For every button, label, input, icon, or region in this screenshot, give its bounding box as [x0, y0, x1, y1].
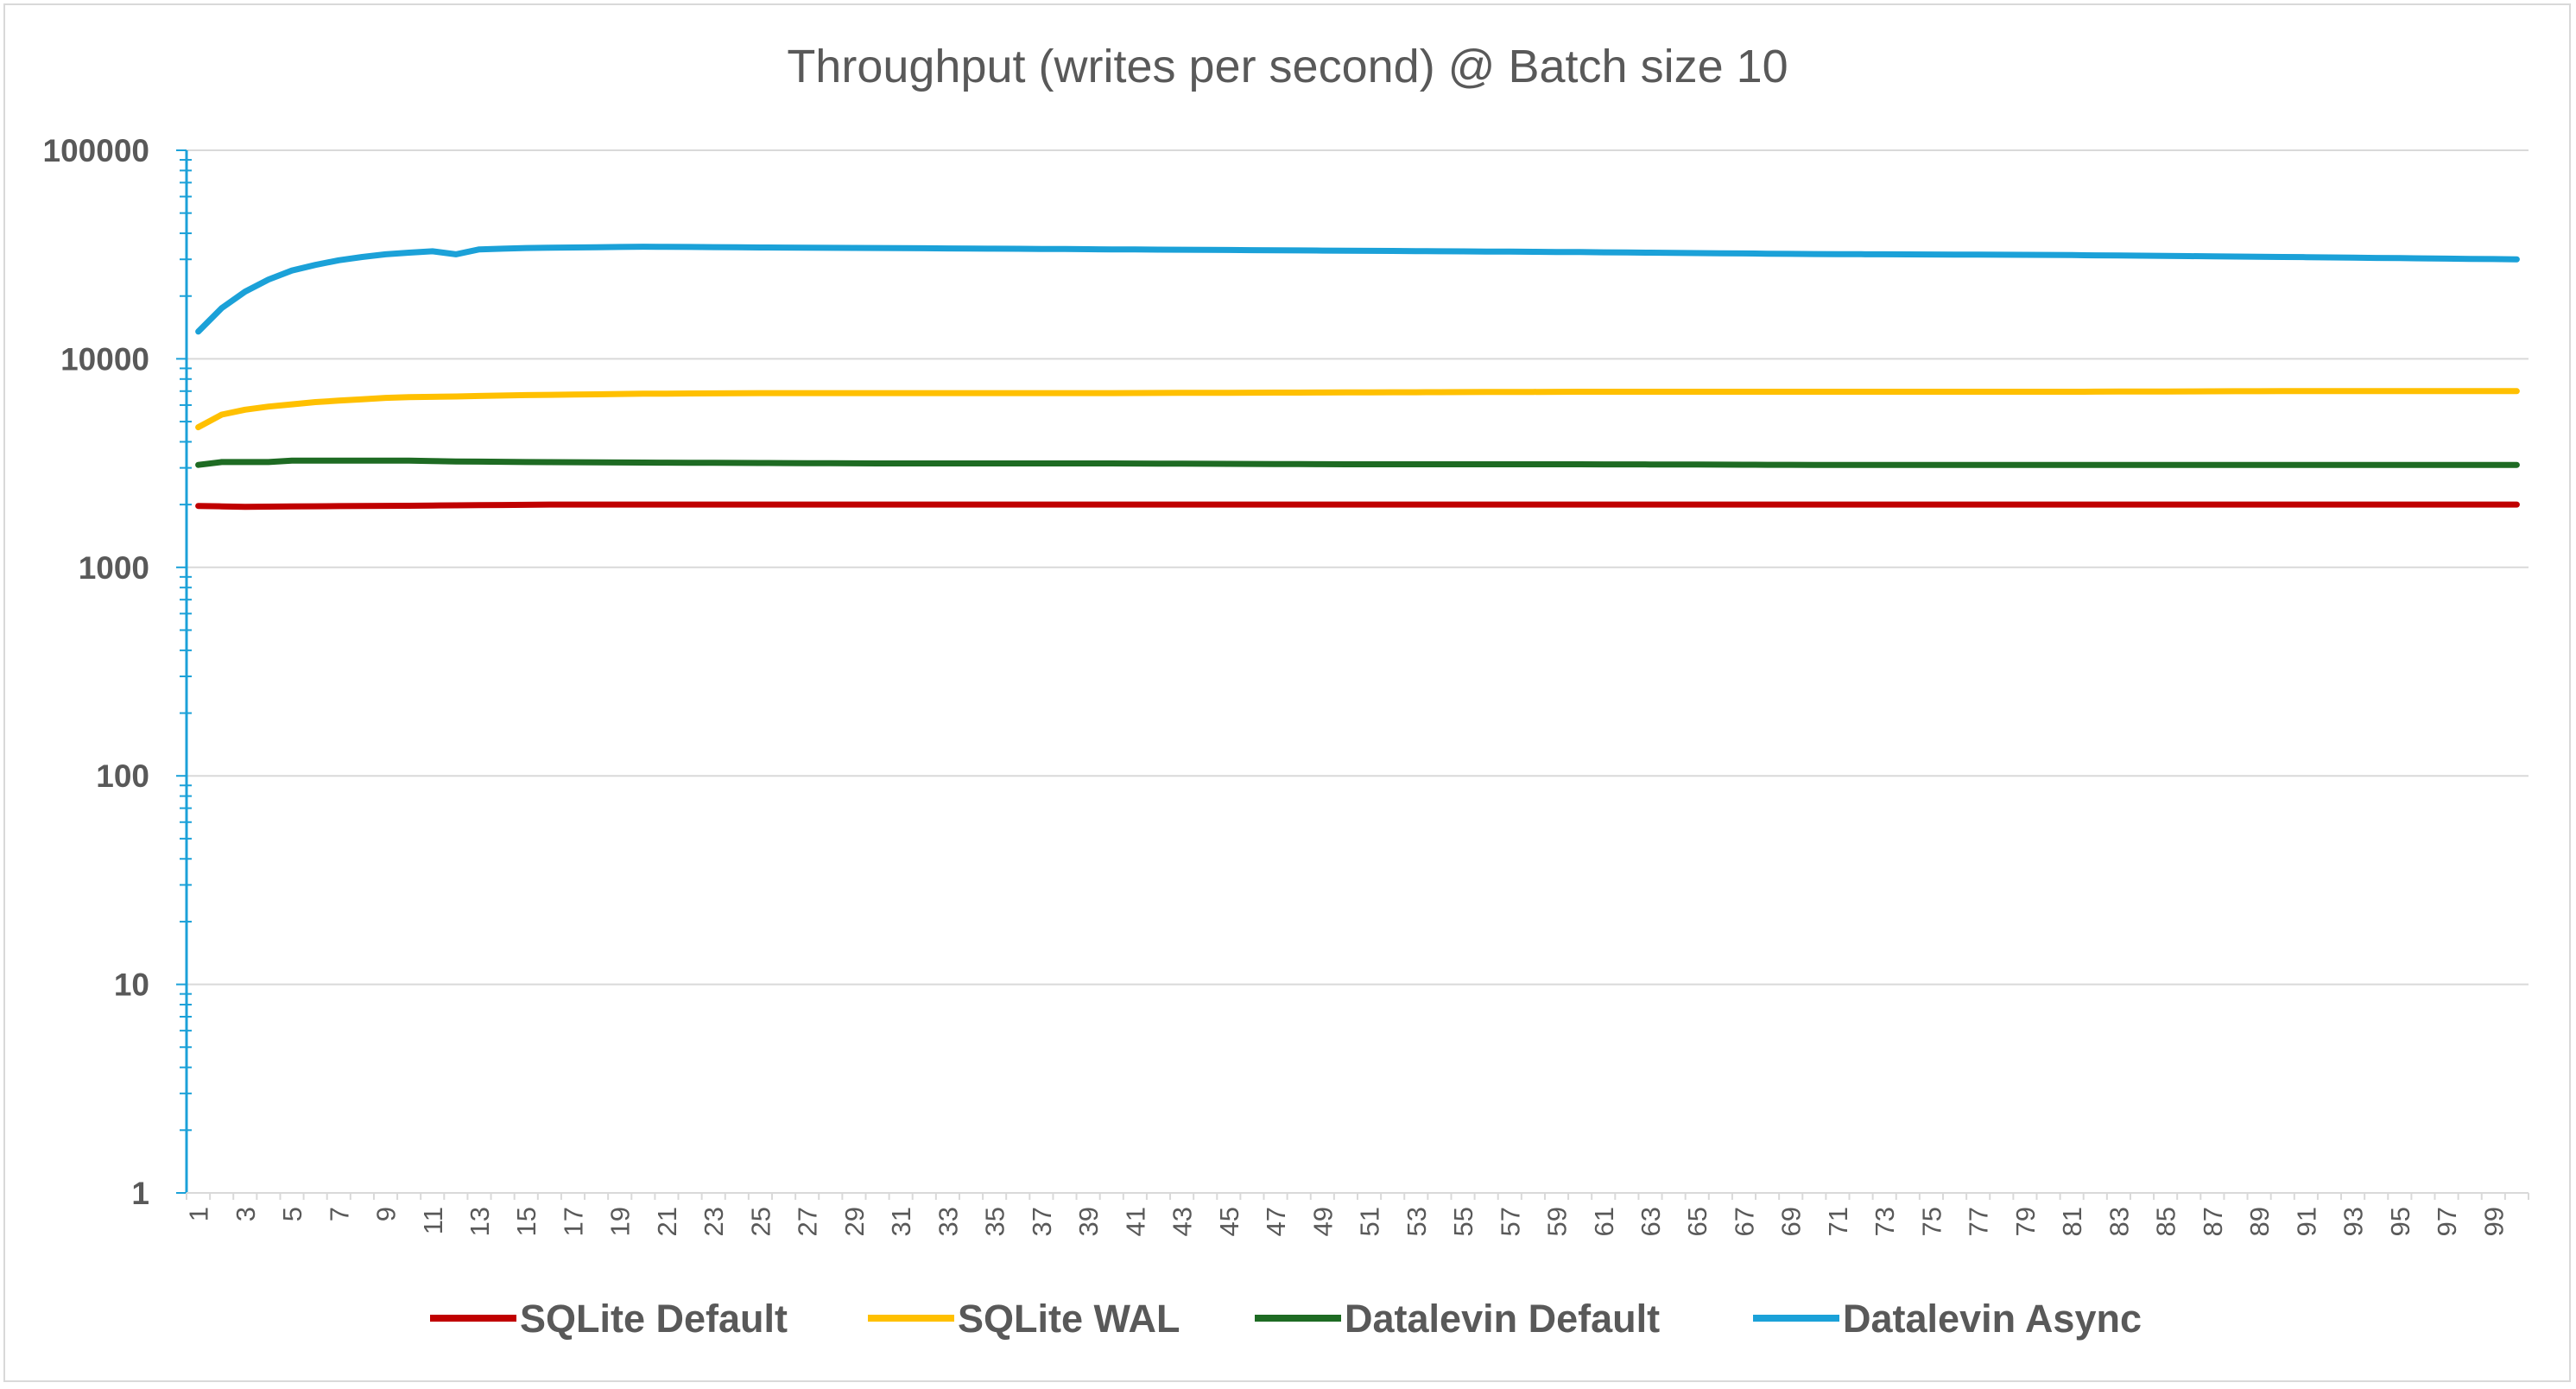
x-tick-label: 43 — [1168, 1207, 1198, 1236]
legend-label: Datalevin Async — [1843, 1297, 2142, 1341]
x-tick-label: 75 — [1916, 1207, 1946, 1236]
x-tick-label: 49 — [1307, 1207, 1338, 1236]
x-tick-label: 13 — [465, 1207, 495, 1236]
x-tick-label: 73 — [1870, 1207, 1900, 1236]
x-tick-label: 71 — [1823, 1207, 1853, 1236]
x-tick-label: 41 — [1120, 1207, 1150, 1236]
gridlines — [187, 149, 2529, 986]
x-tick-label: 47 — [1261, 1207, 1291, 1236]
x-tick-label: 23 — [699, 1207, 729, 1236]
x-tick-label: 15 — [511, 1207, 541, 1236]
legend-label: SQLite WAL — [958, 1297, 1180, 1341]
series-lines — [195, 244, 2520, 511]
y-tick-label: 10000 — [60, 341, 149, 377]
series-line-sqlite-wal — [195, 388, 2520, 431]
x-tick-label: 87 — [2198, 1207, 2228, 1236]
chart-frame — [3, 3, 2571, 1382]
x-tick-label: 83 — [2104, 1207, 2134, 1236]
x-tick-label: 85 — [2151, 1207, 2181, 1236]
x-tick-label: 65 — [1682, 1207, 1712, 1236]
x-tick-label: 5 — [277, 1207, 307, 1221]
y-tick-label: 1000 — [79, 550, 149, 586]
x-tick-label: 29 — [839, 1207, 870, 1236]
legend: SQLite Default SQLite WAL Datalevin Defaul… — [430, 1297, 2142, 1341]
x-tick-label: 91 — [2291, 1207, 2321, 1236]
x-tick-label: 67 — [1729, 1207, 1759, 1236]
x-tick-label: 77 — [1964, 1207, 1994, 1236]
x-tick-label: 69 — [1776, 1207, 1807, 1236]
x-tick-label: 61 — [1589, 1207, 1619, 1236]
x-tick-label: 33 — [933, 1207, 963, 1236]
x-tick-label: 95 — [2385, 1207, 2415, 1236]
legend-label: Datalevin Default — [1345, 1297, 1660, 1341]
x-tick-label: 99 — [2478, 1207, 2509, 1236]
x-tick-label: 7 — [324, 1207, 354, 1221]
legend-label: SQLite Default — [520, 1297, 788, 1341]
x-tick-label: 39 — [1073, 1207, 1104, 1236]
legend-item: SQLite WAL — [868, 1297, 1180, 1341]
series-line-sqlite-default — [195, 501, 2520, 511]
x-tick-label: 53 — [1402, 1207, 1432, 1236]
chart-title: Throughput (writes per second) @ Batch s… — [787, 41, 1788, 92]
y-tick-label: 100000 — [43, 133, 149, 168]
x-tick-label: 17 — [558, 1207, 588, 1236]
x-tick-label: 1 — [184, 1207, 214, 1221]
x-tick-label: 45 — [1214, 1207, 1244, 1236]
x-tick-label: 89 — [2244, 1207, 2275, 1236]
x-tick-label: 3 — [231, 1207, 261, 1221]
x-tick-label: 25 — [745, 1207, 775, 1236]
x-tick-label: 79 — [2010, 1207, 2041, 1236]
x-tick-label: 97 — [2432, 1207, 2462, 1236]
legend-item: Datalevin Async — [1753, 1297, 2142, 1341]
x-tick-label: 27 — [793, 1207, 823, 1236]
legend-item: Datalevin Default — [1255, 1297, 1660, 1341]
series-line-datalevin-default — [195, 457, 2520, 468]
x-tick-label: 35 — [980, 1207, 1010, 1236]
legend-item: SQLite Default — [430, 1297, 788, 1341]
y-tick-label: 10 — [114, 967, 149, 1003]
x-tick-label: 55 — [1448, 1207, 1478, 1236]
x-tick-label: 9 — [371, 1207, 402, 1221]
y-tick-label: 1 — [131, 1176, 149, 1211]
x-tick-label: 51 — [1355, 1207, 1385, 1236]
x-tick-label: 21 — [652, 1207, 682, 1236]
x-tick-label: 19 — [605, 1207, 636, 1236]
x-tick-label: 93 — [2339, 1207, 2369, 1236]
x-tick-label: 37 — [1027, 1207, 1057, 1236]
series-line-datalevin-async — [195, 244, 2520, 335]
x-tick-label: 59 — [1542, 1207, 1573, 1236]
x-tick-label: 63 — [1636, 1207, 1666, 1236]
x-tick-label: 31 — [886, 1207, 916, 1236]
x-tick-label: 57 — [1495, 1207, 1525, 1236]
x-tick-label: 11 — [418, 1207, 448, 1234]
x-tick-label: 81 — [2057, 1207, 2087, 1236]
y-tick-label: 100 — [96, 758, 149, 794]
